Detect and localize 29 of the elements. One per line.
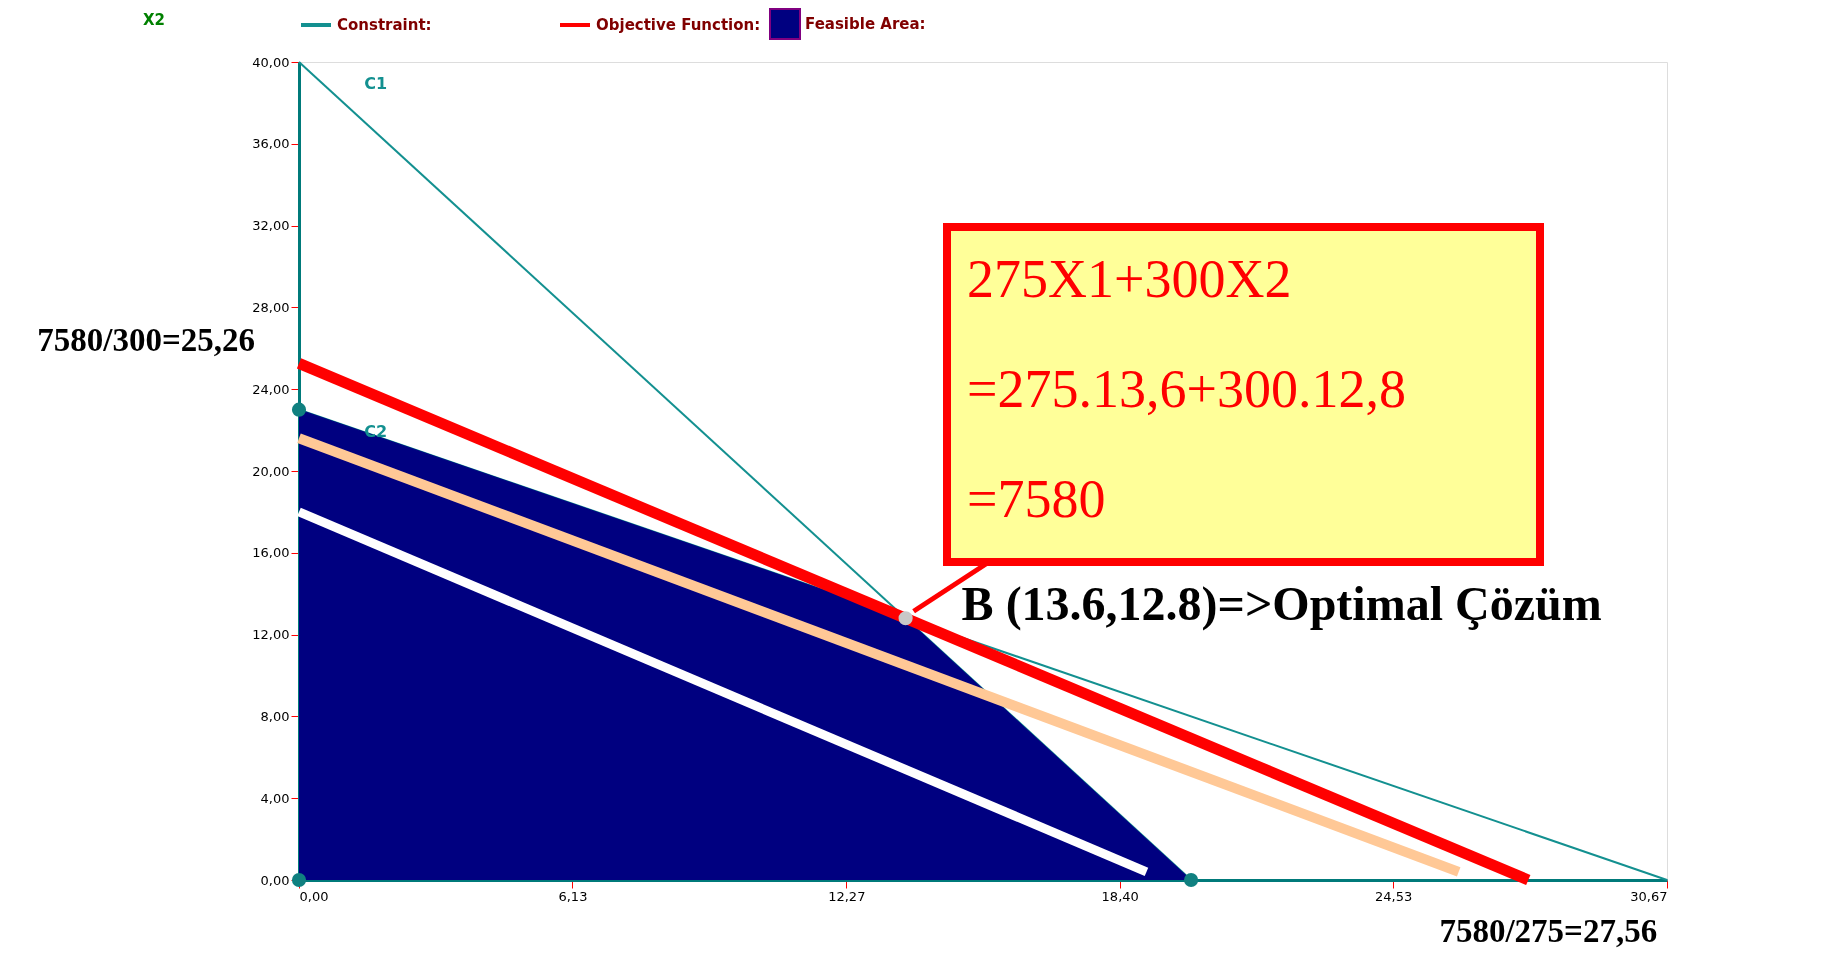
legend-label: Constraint: [337,16,432,34]
x-tick-label: 12,27 [828,888,866,904]
legend-label: Feasible Area: [805,15,926,33]
annotation: B (13.6,12.8)=>Optimal Çözüm [961,577,1602,632]
x-tick-label: 30,67 [1630,888,1668,904]
y-tick-label: 24,00 [252,381,290,397]
y-tick-label: 8,00 [260,708,290,724]
x-tick-label: 24,53 [1375,888,1413,904]
annotation: 7580/300=25,26 [37,322,255,359]
y-tick-label: 32,00 [252,218,290,234]
x-tick-label: 0,00 [299,888,329,904]
text: X2 [143,11,166,29]
y-tick-label: 4,00 [260,790,290,806]
annotation: 7580/275=27,56 [1439,913,1658,949]
y-tick-label: 40,00 [252,54,290,70]
y-tick-label: 28,00 [252,299,290,315]
annotation: C1 [364,74,388,94]
x-tick-label: 18,40 [1101,888,1139,904]
legend-label: Objective Function: [596,16,761,34]
annotation: =275.13,6+300.12,8 [967,359,1406,419]
y-tick-label: 12,00 [252,627,290,643]
y-tick-label: 0,00 [260,872,290,888]
x-tick-label: 6,13 [558,888,588,904]
annotation: =7580 [967,469,1106,529]
y-tick-label: 36,00 [252,136,290,152]
y-tick-label: 16,00 [252,545,290,561]
annotation: C2 [364,422,388,442]
y-tick-label: 20,00 [252,463,290,479]
annotation: 275X1+300X2 [967,249,1292,309]
